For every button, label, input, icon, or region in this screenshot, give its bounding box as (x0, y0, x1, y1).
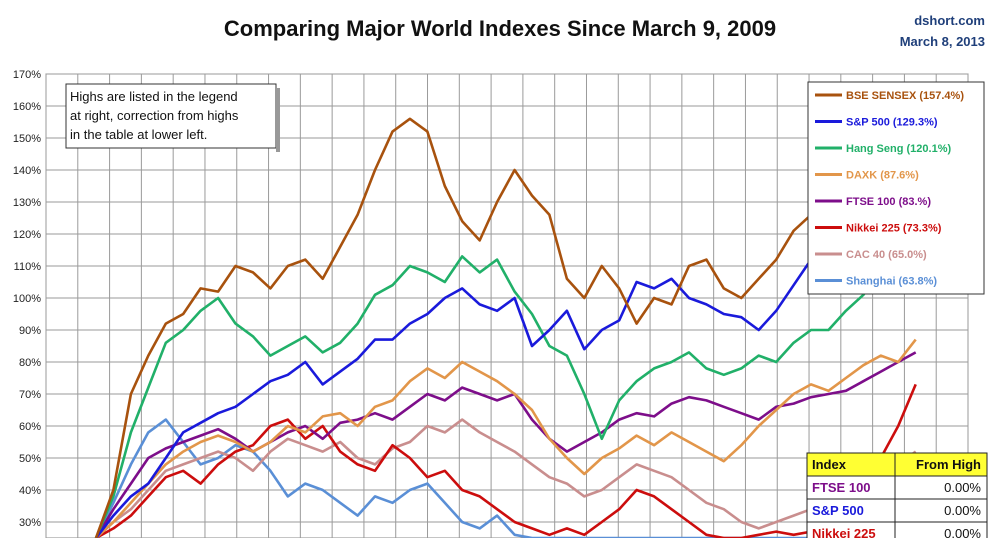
y-tick-label: 160% (13, 101, 41, 113)
y-tick-label: 30% (19, 517, 41, 529)
y-tick-label: 150% (13, 133, 41, 145)
table-cell-index: FTSE 100 (812, 480, 871, 495)
note-box-shadow (276, 88, 280, 152)
y-tick-label: 120% (13, 229, 41, 241)
source-label: dshort.com (914, 13, 985, 28)
y-tick-label: 90% (19, 325, 41, 337)
legend-label: Hang Seng (120.1%) (846, 143, 951, 155)
legend-label: S&P 500 (129.3%) (846, 117, 938, 129)
y-tick-label: 40% (19, 485, 41, 497)
y-tick-label: 130% (13, 197, 41, 209)
y-tick-label: 70% (19, 389, 41, 401)
y-tick-label: 140% (13, 165, 41, 177)
legend-label: BSE SENSEX (157.4%) (846, 90, 964, 102)
note-line-2: at right, correction from highs (70, 108, 239, 123)
table-cell-index: Nikkei 225 (812, 526, 876, 538)
y-tick-label: 60% (19, 421, 41, 433)
chart-title: Comparing Major World Indexes Since Marc… (224, 16, 776, 41)
y-tick-label: 50% (19, 453, 41, 465)
y-tick-label: 100% (13, 293, 41, 305)
legend: BSE SENSEX (157.4%) S&P 500 (129.3%) Hang … (808, 82, 984, 294)
y-tick-label: 110% (14, 261, 42, 273)
table-cell-index: S&P 500 (812, 503, 864, 518)
y-axis-ticks: 170% 160% 150% 140% 130% 120% 110% 100% 90% 80% 70… (13, 69, 41, 529)
correction-table: Index From High FTSE 100 0.00% S&P 500 0.00% N… (807, 453, 987, 538)
table-header-index: Index (812, 457, 847, 472)
legend-label: Shanghai (63.8%) (846, 276, 937, 288)
y-tick-label: 80% (19, 357, 41, 369)
legend-label: DAXK (87.6%) (846, 170, 919, 182)
note-box: Highs are listed in the legend at right,… (66, 84, 280, 152)
chart-svg: Comparing Major World Indexes Since Marc… (0, 0, 1001, 538)
legend-label: Nikkei 225 (73.3%) (846, 223, 942, 235)
table-header-from-high: From High (916, 457, 981, 472)
note-line-1: Highs are listed in the legend (70, 89, 238, 104)
legend-label: CAC 40 (65.0%) (846, 249, 927, 261)
date-label: March 8, 2013 (900, 34, 985, 49)
note-line-3: in the table at lower left. (70, 127, 207, 142)
table-cell-value: 0.00% (944, 503, 981, 518)
table-cell-value: 0.00% (944, 480, 981, 495)
y-tick-label: 170% (13, 69, 41, 81)
chart-stage: Comparing Major World Indexes Since Marc… (0, 0, 1001, 538)
table-cell-value: 0.00% (944, 526, 981, 538)
legend-frame (808, 82, 984, 294)
legend-label: FTSE 100 (83.%) (846, 196, 931, 208)
